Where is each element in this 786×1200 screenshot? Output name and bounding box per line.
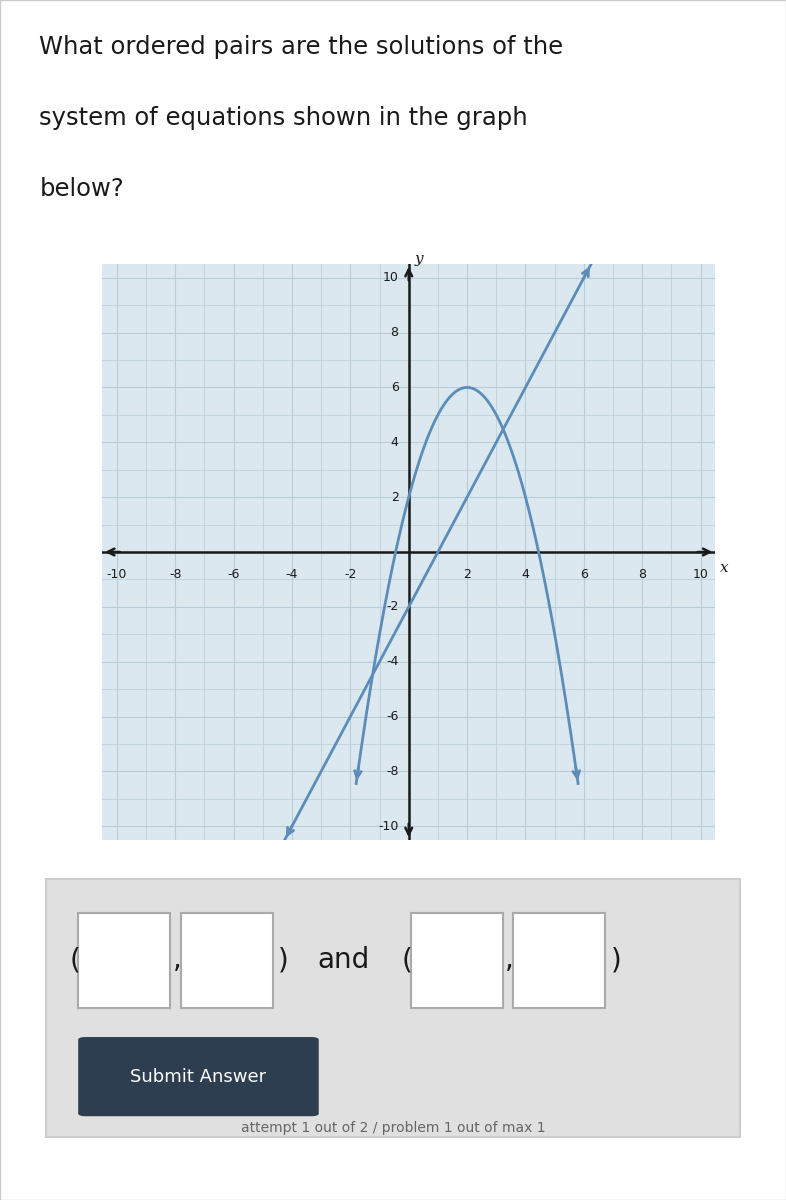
Text: -10: -10: [107, 569, 127, 582]
FancyBboxPatch shape: [181, 913, 273, 1008]
Text: y: y: [415, 252, 423, 265]
Text: -2: -2: [344, 569, 357, 582]
Text: -2: -2: [386, 600, 399, 613]
Text: ,: ,: [173, 947, 182, 974]
Text: attempt 1 out of 2 / problem 1 out of max 1: attempt 1 out of 2 / problem 1 out of ma…: [241, 1121, 545, 1135]
Text: ): ): [278, 947, 288, 974]
Text: What ordered pairs are the solutions of the: What ordered pairs are the solutions of …: [39, 35, 564, 59]
Text: ,: ,: [505, 947, 514, 974]
Text: -6: -6: [227, 569, 240, 582]
Text: system of equations shown in the graph: system of equations shown in the graph: [39, 106, 528, 130]
FancyBboxPatch shape: [411, 913, 503, 1008]
Text: Submit Answer: Submit Answer: [130, 1068, 266, 1086]
FancyBboxPatch shape: [513, 913, 605, 1008]
Text: (: (: [69, 947, 80, 974]
FancyBboxPatch shape: [46, 878, 740, 1138]
Text: 8: 8: [391, 326, 399, 340]
Text: 4: 4: [391, 436, 399, 449]
Text: ): ): [611, 947, 621, 974]
FancyBboxPatch shape: [79, 1037, 319, 1116]
Text: -6: -6: [386, 710, 399, 724]
Text: (: (: [402, 947, 413, 974]
Text: 10: 10: [383, 271, 399, 284]
Text: 10: 10: [692, 569, 709, 582]
Text: and: and: [318, 947, 369, 974]
Text: -10: -10: [378, 820, 399, 833]
Text: x: x: [720, 562, 729, 576]
Text: -4: -4: [286, 569, 298, 582]
Text: 2: 2: [463, 569, 471, 582]
Text: 6: 6: [391, 380, 399, 394]
Text: 6: 6: [580, 569, 588, 582]
Text: below?: below?: [39, 178, 124, 202]
Text: -8: -8: [169, 569, 182, 582]
Text: -4: -4: [386, 655, 399, 668]
Text: 8: 8: [638, 569, 646, 582]
Text: -8: -8: [386, 764, 399, 778]
Text: 2: 2: [391, 491, 399, 504]
FancyBboxPatch shape: [79, 913, 171, 1008]
Text: 4: 4: [522, 569, 530, 582]
